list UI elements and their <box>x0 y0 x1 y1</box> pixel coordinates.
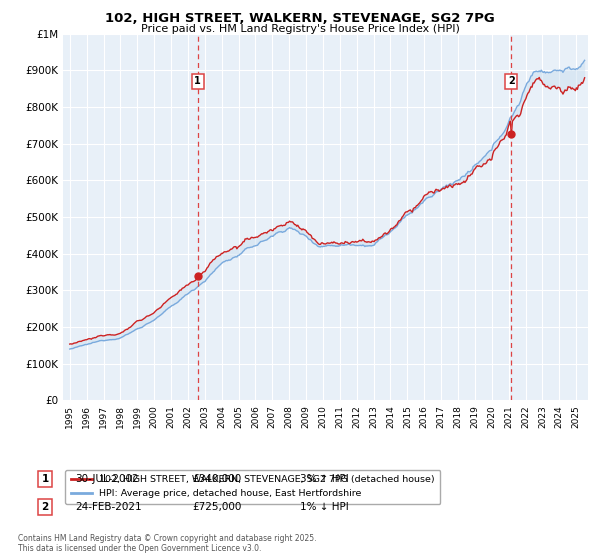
Text: £725,000: £725,000 <box>192 502 241 512</box>
Text: Contains HM Land Registry data © Crown copyright and database right 2025.
This d: Contains HM Land Registry data © Crown c… <box>18 534 317 553</box>
Text: Price paid vs. HM Land Registry's House Price Index (HPI): Price paid vs. HM Land Registry's House … <box>140 24 460 34</box>
Text: 24-FEB-2021: 24-FEB-2021 <box>75 502 142 512</box>
Text: 1: 1 <box>194 76 201 86</box>
Text: 1: 1 <box>41 474 49 484</box>
Text: 3% ↑ HPI: 3% ↑ HPI <box>300 474 349 484</box>
Text: 2: 2 <box>41 502 49 512</box>
Text: 1% ↓ HPI: 1% ↓ HPI <box>300 502 349 512</box>
Legend: 102, HIGH STREET, WALKERN, STEVENAGE, SG2 7PG (detached house), HPI: Average pri: 102, HIGH STREET, WALKERN, STEVENAGE, SG… <box>65 470 440 504</box>
Text: 102, HIGH STREET, WALKERN, STEVENAGE, SG2 7PG: 102, HIGH STREET, WALKERN, STEVENAGE, SG… <box>105 12 495 25</box>
Text: 2: 2 <box>508 76 515 86</box>
Text: £340,000: £340,000 <box>192 474 241 484</box>
Text: 30-JUL-2002: 30-JUL-2002 <box>75 474 139 484</box>
